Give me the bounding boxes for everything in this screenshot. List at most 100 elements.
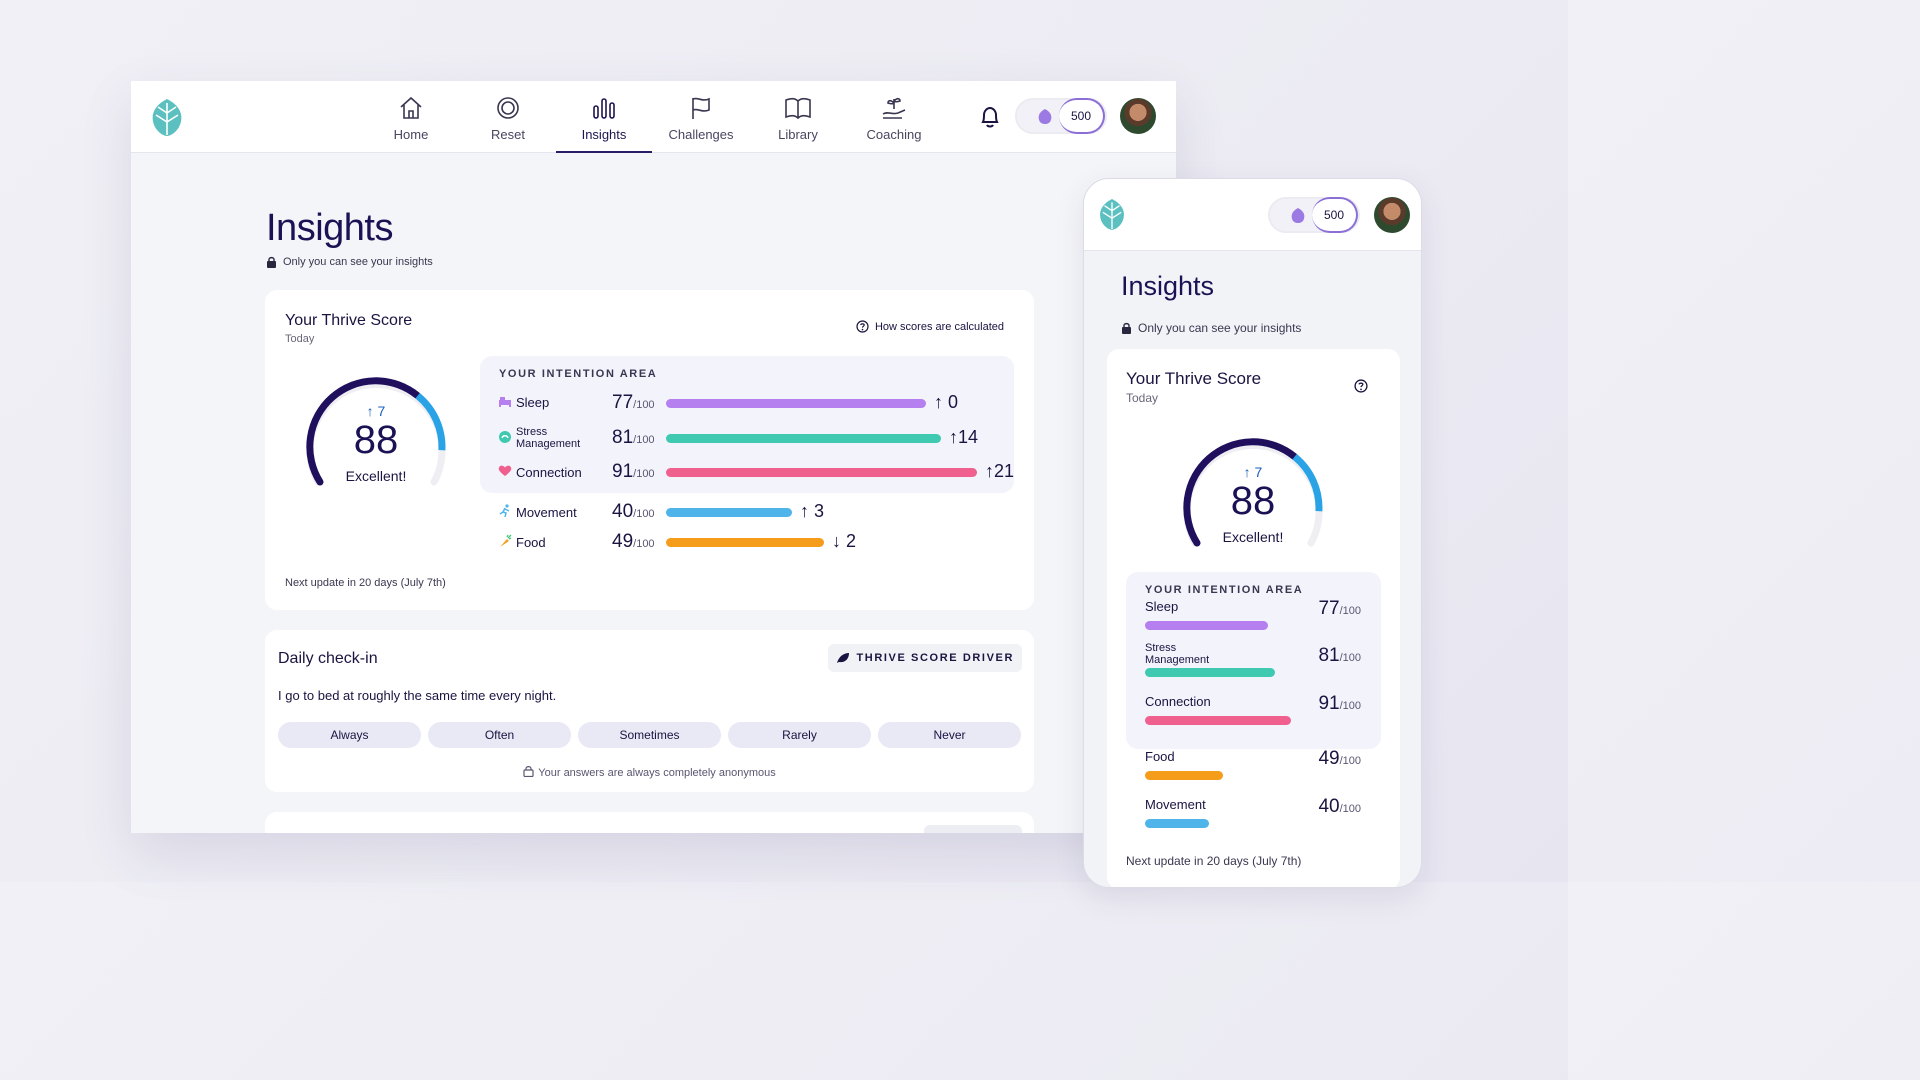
anonymous-text: Your answers are always completely anony… bbox=[538, 767, 776, 779]
mobile-avatar[interactable] bbox=[1374, 197, 1410, 233]
mobile-gauge-rating: Excellent! bbox=[1222, 529, 1284, 545]
checkin-question: I go to bed at roughly the same time eve… bbox=[278, 688, 557, 703]
option-never[interactable]: Never bbox=[878, 722, 1021, 748]
flag-icon bbox=[692, 97, 710, 119]
leaf-icon bbox=[837, 653, 850, 663]
mobile-points-pill[interactable]: 500 bbox=[1268, 197, 1360, 233]
page-title: Insights bbox=[266, 207, 393, 249]
book-icon bbox=[785, 97, 811, 120]
thrive-driver-text: THRIVE SCORE DRIVER bbox=[856, 652, 1014, 664]
mobile-page-title: Insights bbox=[1121, 271, 1215, 301]
mobile-gauge-fill-dark bbox=[1183, 438, 1299, 547]
leaf-points-icon bbox=[1038, 109, 1052, 124]
nav-challenges[interactable]: Challenges bbox=[653, 81, 749, 153]
mobile-header: 500 bbox=[1084, 179, 1421, 251]
desktop-window: Home Reset Insights Challenges Library C… bbox=[131, 81, 1176, 833]
bell-icon[interactable] bbox=[979, 105, 1001, 129]
nav-insights-label: Insights bbox=[581, 127, 627, 142]
mobile-area-bar-stress-management bbox=[1145, 668, 1275, 677]
area-score-connection: 91/100 bbox=[612, 461, 655, 482]
mobile-device: 500 Insights Only you can see your insig… bbox=[1083, 178, 1422, 888]
area-row-sleep: Sleep bbox=[498, 395, 549, 410]
mobile-gauge-change: ↑ 7 bbox=[1243, 464, 1263, 480]
option-rarely[interactable]: Rarely bbox=[728, 722, 871, 748]
mobile-thrive-card: Your Thrive Score Today ↑ 7 88 Excellent… bbox=[1107, 349, 1400, 887]
gauge-fill-accent bbox=[415, 392, 446, 451]
mobile-area-label-movement: Movement bbox=[1145, 797, 1206, 812]
nav-insights[interactable]: Insights bbox=[556, 81, 652, 153]
top-nav: Home Reset Insights Challenges Library C… bbox=[131, 81, 1176, 153]
brain-icon bbox=[498, 430, 512, 447]
nav-library[interactable]: Library bbox=[750, 81, 846, 153]
nav-coaching-label: Coaching bbox=[866, 127, 922, 142]
daily-checkin-card: Daily check-in THRIVE SCORE DRIVER I go … bbox=[265, 630, 1034, 792]
mobile-area-score-food: 49/100 bbox=[1318, 748, 1361, 769]
area-delta-sleep: ↑ 0 bbox=[934, 392, 959, 412]
area-delta-food: ↓ 2 bbox=[832, 531, 857, 551]
area-row-movement: Movement bbox=[498, 504, 577, 521]
nav-coaching[interactable]: Coaching bbox=[846, 81, 942, 153]
area-bar-food bbox=[666, 538, 824, 547]
area-delta-stress-management: ↑14 bbox=[949, 427, 979, 447]
user-avatar[interactable] bbox=[1120, 98, 1156, 134]
area-score-food: 49/100 bbox=[612, 531, 655, 552]
area-score-movement: 40/100 bbox=[612, 501, 655, 522]
mobile-logo-icon[interactable] bbox=[1097, 197, 1127, 231]
area-label-stress-management: Stress Management bbox=[516, 426, 581, 450]
how-scores-text: How scores are calculated bbox=[874, 320, 1004, 333]
intention-caption: YOUR INTENTION AREA bbox=[499, 368, 658, 380]
nav-library-label: Library bbox=[778, 127, 818, 142]
privacy-note: Only you can see your insights bbox=[266, 256, 433, 268]
thrive-driver-badge: THRIVE SCORE DRIVER bbox=[828, 644, 1022, 672]
nav-reset-label: Reset bbox=[491, 127, 525, 142]
mobile-area-score-stress-management: 81/100 bbox=[1318, 645, 1361, 666]
mobile-privacy-text: Only you can see your insights bbox=[1138, 321, 1302, 335]
area-label-food: Food bbox=[516, 535, 546, 550]
nav-reset[interactable]: Reset bbox=[460, 81, 556, 153]
area-row-food: Food bbox=[498, 534, 546, 551]
mobile-area-bar-connection bbox=[1145, 716, 1291, 725]
area-score-sleep: 77/100 bbox=[612, 392, 655, 413]
home-icon bbox=[400, 96, 422, 119]
thrive-logo-icon[interactable] bbox=[149, 97, 185, 137]
heart-icon bbox=[498, 464, 512, 480]
anonymous-note: Your answers are always completely anony… bbox=[265, 765, 1034, 779]
thrive-score-title: Your Thrive Score bbox=[285, 312, 413, 329]
coaching-icon bbox=[882, 97, 906, 119]
thrive-score-subtitle: Today bbox=[285, 333, 315, 345]
area-row-stress-management: Stress Management bbox=[498, 426, 586, 450]
how-scores-link[interactable]: How scores are calculated bbox=[856, 320, 1004, 333]
next-update: Next update in 20 days (July 7th) bbox=[285, 577, 446, 589]
option-often[interactable]: Often bbox=[428, 722, 571, 748]
privacy-text: Only you can see your insights bbox=[283, 256, 433, 268]
area-bar-sleep bbox=[666, 399, 926, 408]
mobile-gauge-score: 88 bbox=[1230, 479, 1276, 523]
nav-home[interactable]: Home bbox=[363, 81, 459, 153]
mobile-area-bar-movement bbox=[1145, 819, 1209, 828]
running-icon bbox=[498, 504, 512, 521]
area-row-connection: Connection bbox=[498, 464, 582, 480]
mobile-gauge bbox=[1183, 438, 1323, 547]
option-sometimes[interactable]: Sometimes bbox=[578, 722, 721, 748]
points-pill[interactable]: 500 bbox=[1015, 98, 1107, 134]
area-bar-stress-management bbox=[666, 434, 941, 443]
help-icon bbox=[856, 320, 869, 333]
mobile-help-icon[interactable] bbox=[1354, 379, 1368, 393]
mobile-area-label-sleep: Sleep bbox=[1145, 599, 1179, 614]
area-label-connection: Connection bbox=[516, 464, 582, 480]
mobile-area-score-sleep: 77/100 bbox=[1318, 598, 1361, 619]
nav-challenges-label: Challenges bbox=[668, 127, 734, 142]
gauge-score: 88 bbox=[353, 418, 399, 462]
checkin-title: Daily check-in bbox=[278, 650, 378, 667]
reset-icon bbox=[497, 97, 519, 119]
mobile-area-score-connection: 91/100 bbox=[1318, 693, 1361, 714]
area-delta-connection: ↑21 bbox=[985, 461, 1015, 481]
area-label-sleep: Sleep bbox=[516, 395, 550, 410]
next-card-badge bbox=[924, 825, 1022, 833]
option-always[interactable]: Always bbox=[278, 722, 421, 748]
lock-icon bbox=[267, 256, 276, 268]
mobile-leaf-points-icon bbox=[1291, 208, 1305, 223]
nav-home-label: Home bbox=[393, 127, 429, 142]
thrive-gauge bbox=[306, 377, 446, 486]
area-bar-connection bbox=[666, 468, 977, 477]
